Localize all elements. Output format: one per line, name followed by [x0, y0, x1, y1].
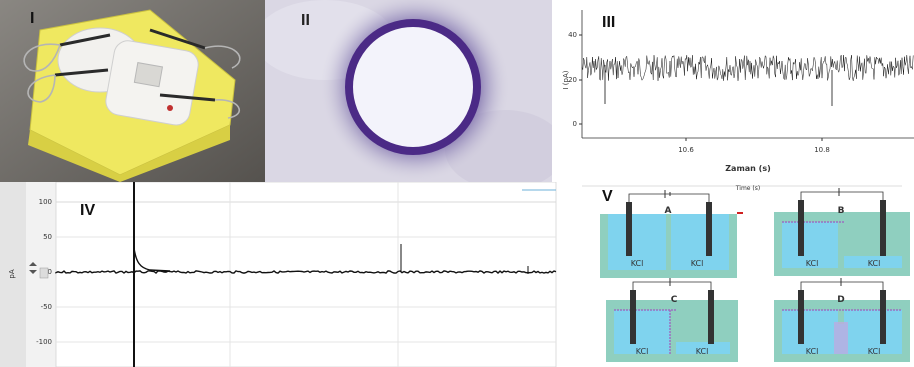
cell-a-left-kcl: KCl: [631, 259, 644, 268]
cell-a-right-kcl: KCl: [691, 259, 704, 268]
baseline-trace: [55, 270, 557, 275]
trace-plot: 40 20 0 10.6 10.8 Zaman (s) I (pA): [562, 10, 914, 173]
cell-d-right-kcl: KCl: [868, 347, 881, 356]
decay-tail: [133, 247, 171, 272]
iv-y-tick-100: 100: [39, 198, 52, 206]
noise-band: [581, 54, 914, 81]
cell-b: B KCl KCl: [774, 188, 910, 276]
scale-up-icon[interactable]: [29, 262, 37, 266]
iv-y-tick-50: 50: [43, 233, 52, 241]
panel-v-label: V: [602, 188, 613, 205]
bilayer-ring: [345, 19, 481, 155]
cell-c: C KCl KCl: [606, 278, 738, 362]
x-axis-label: Zaman (s): [725, 164, 771, 173]
binder-clips: [54, 28, 216, 102]
y-tick-0: 0: [573, 120, 577, 128]
panel-ii-micrograph: II: [265, 0, 552, 182]
panel-ii-label: II: [301, 12, 310, 29]
iv-y-tick-minus100: -100: [36, 338, 52, 346]
cell-c-right-kcl: KCl: [696, 347, 709, 356]
panel-iv-label: IV: [80, 202, 96, 219]
schematic: Time (s) A KCl KCl B: [582, 185, 910, 362]
cell-b-right-kcl: KCl: [868, 259, 881, 268]
panel-i-photo: I: [0, 0, 265, 182]
panel-iii-current-trace: 40 20 0 10.6 10.8 Zaman (s) I (pA) III: [562, 0, 914, 182]
panel-i-label: I: [30, 10, 35, 27]
cell-a: A KCl KCl: [600, 190, 743, 278]
aperture-micrograph: [265, 0, 552, 182]
scale-down-icon[interactable]: [29, 270, 37, 274]
cell-a-letter: A: [665, 206, 672, 216]
cell-b-left-kcl: KCl: [806, 259, 819, 268]
cell-d-left-kcl: KCl: [806, 347, 819, 356]
scale-handle[interactable]: [39, 267, 49, 279]
cell-b-letter: B: [838, 206, 845, 216]
iv-y-tick-0: 0: [48, 268, 52, 276]
chamber-photo-illustration: [0, 0, 265, 182]
x-tick-10-6: 10.6: [678, 146, 694, 154]
recording-plot: 100 50 0 -50 -100 pA: [0, 182, 557, 367]
cell-c-letter: C: [671, 295, 678, 305]
x-tick-10-8: 10.8: [814, 146, 830, 154]
cell-c-left-kcl: KCl: [636, 347, 649, 356]
panel-v-schematic: Time (s) A KCl KCl B: [562, 182, 914, 367]
schematic-header: Time (s): [735, 185, 760, 192]
panel-iii-label: III: [602, 14, 616, 31]
y-tick-40: 40: [568, 31, 577, 39]
cell-d-letter: D: [837, 295, 844, 305]
iv-side-label: pA: [8, 269, 16, 278]
y-tick-20: 20: [568, 76, 577, 84]
cell-d: D KCl KCl: [774, 278, 910, 362]
y-axis-label: I (pA): [562, 70, 570, 89]
panel-iv-recording: 100 50 0 -50 -100 pA IV: [0, 182, 562, 367]
iv-y-tick-minus50: -50: [41, 303, 52, 311]
